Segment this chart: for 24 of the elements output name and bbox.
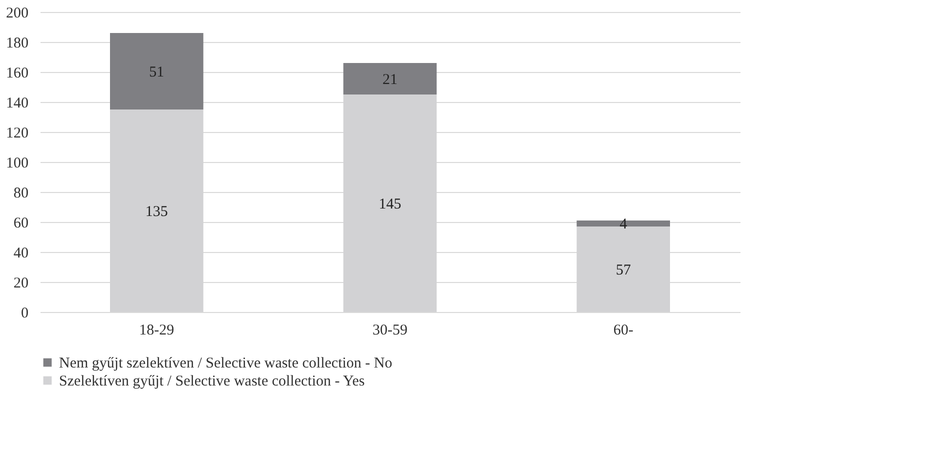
data-label: 51 [149,64,164,80]
bar [343,63,437,94]
y-tick-label: 0 [21,306,28,322]
x-tick-label: 30-59 [372,322,408,338]
y-tick-label: 120 [6,126,28,142]
x-tick-label: 18-29 [139,322,174,338]
y-tick-label: 100 [6,156,28,172]
y-tick-label: 80 [14,186,28,202]
y-tick-label: 60 [14,216,28,232]
data-label: 135 [145,204,168,220]
y-tick-label: 140 [6,96,28,112]
data-label: 21 [382,72,398,88]
data-label: 57 [616,262,632,278]
y-tick-label: 160 [6,66,28,82]
legend-label: Nem gyűjt szelektíven / Selective waste collection - No [59,356,392,372]
y-tick-label: 20 [14,276,28,292]
y-tick-label: 180 [6,36,28,52]
x-tick-label: 60- [613,322,634,338]
data-label: 145 [378,196,402,212]
y-tick-label: 200 [6,6,28,22]
bar [576,220,670,226]
legend-label: Szelektíven gyűjt / Selective waste collection - Yes [59,374,365,390]
bar [110,33,204,110]
y-tick-label: 40 [14,246,28,262]
